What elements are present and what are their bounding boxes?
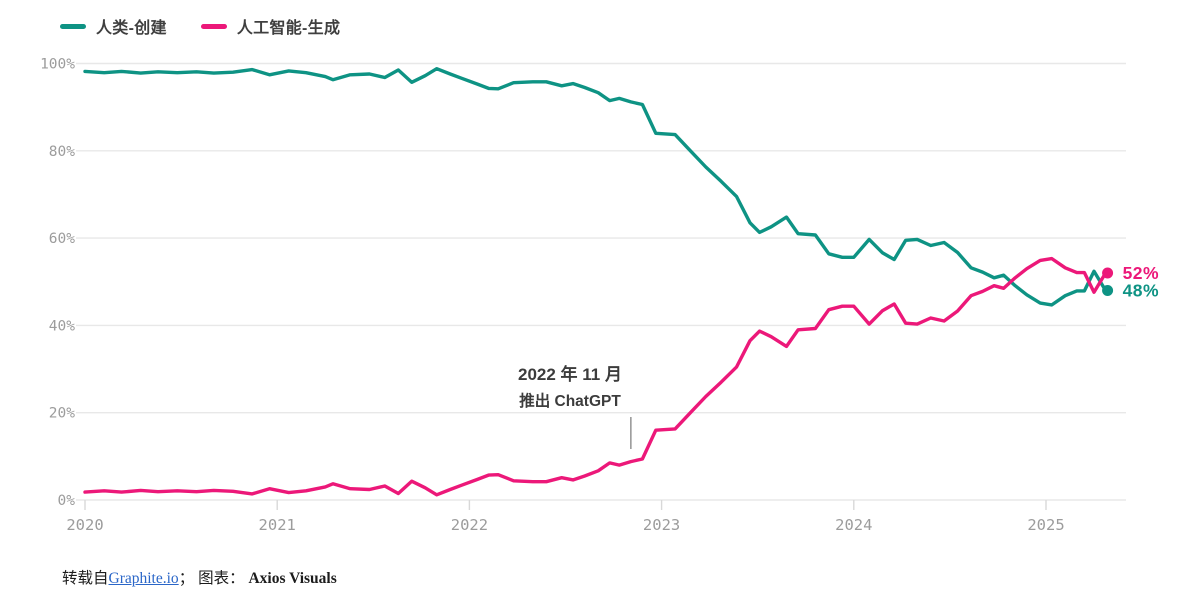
- x-tick-label: 2024: [835, 516, 872, 534]
- annotation-line1: 2022 年 11 月: [518, 365, 622, 384]
- y-tick-label: 100%: [40, 57, 75, 73]
- human-end-dot: [1102, 284, 1114, 296]
- x-tick-label: 2025: [1027, 516, 1064, 534]
- legend-label-ai: 人工智能-生成: [236, 20, 341, 37]
- graphite-link[interactable]: Graphite.io: [108, 570, 179, 587]
- y-tick-label: 20%: [49, 406, 75, 422]
- ai-series-swatch-icon: [200, 23, 227, 29]
- legend-item-ai: 人工智能-生成: [200, 14, 341, 38]
- human-end-label: 48%: [1123, 280, 1160, 300]
- chatgpt-annotation: 2022 年 11 月 推出 ChatGPT: [518, 360, 622, 411]
- x-tick-label: 2021: [259, 516, 296, 534]
- ai-end-dot: [1102, 267, 1114, 279]
- y-tick-label: 40%: [49, 318, 75, 334]
- x-tick-label: 2023: [643, 516, 680, 534]
- y-tick-label: 60%: [49, 231, 75, 247]
- annotation-line2: 推出 ChatGPT: [519, 393, 621, 410]
- y-tick-label: 0%: [58, 493, 76, 509]
- human-series-swatch-icon: [60, 23, 86, 29]
- ai-end-label: 52%: [1123, 263, 1160, 283]
- legend-label-human: 人类-创建: [96, 20, 167, 37]
- attribution-prefix: 转载自: [62, 570, 109, 587]
- legend: 人类-创建 人工智能-生成: [60, 14, 340, 38]
- legend-item-human: 人类-创建: [60, 14, 167, 38]
- attribution-chart-label: 图表：: [198, 570, 245, 587]
- x-tick-label: 2022: [451, 516, 488, 534]
- y-tick-label: 80%: [49, 144, 75, 160]
- attribution-separator: ；: [178, 570, 195, 587]
- ai-series-line: [83, 256, 1108, 497]
- attribution-credit: Axios Visuals: [248, 570, 337, 587]
- x-tick-label: 2020: [66, 516, 103, 534]
- attribution: 转载自Graphite.io； 图表： Axios Visuals: [62, 566, 337, 588]
- human-series-line: [83, 66, 1108, 307]
